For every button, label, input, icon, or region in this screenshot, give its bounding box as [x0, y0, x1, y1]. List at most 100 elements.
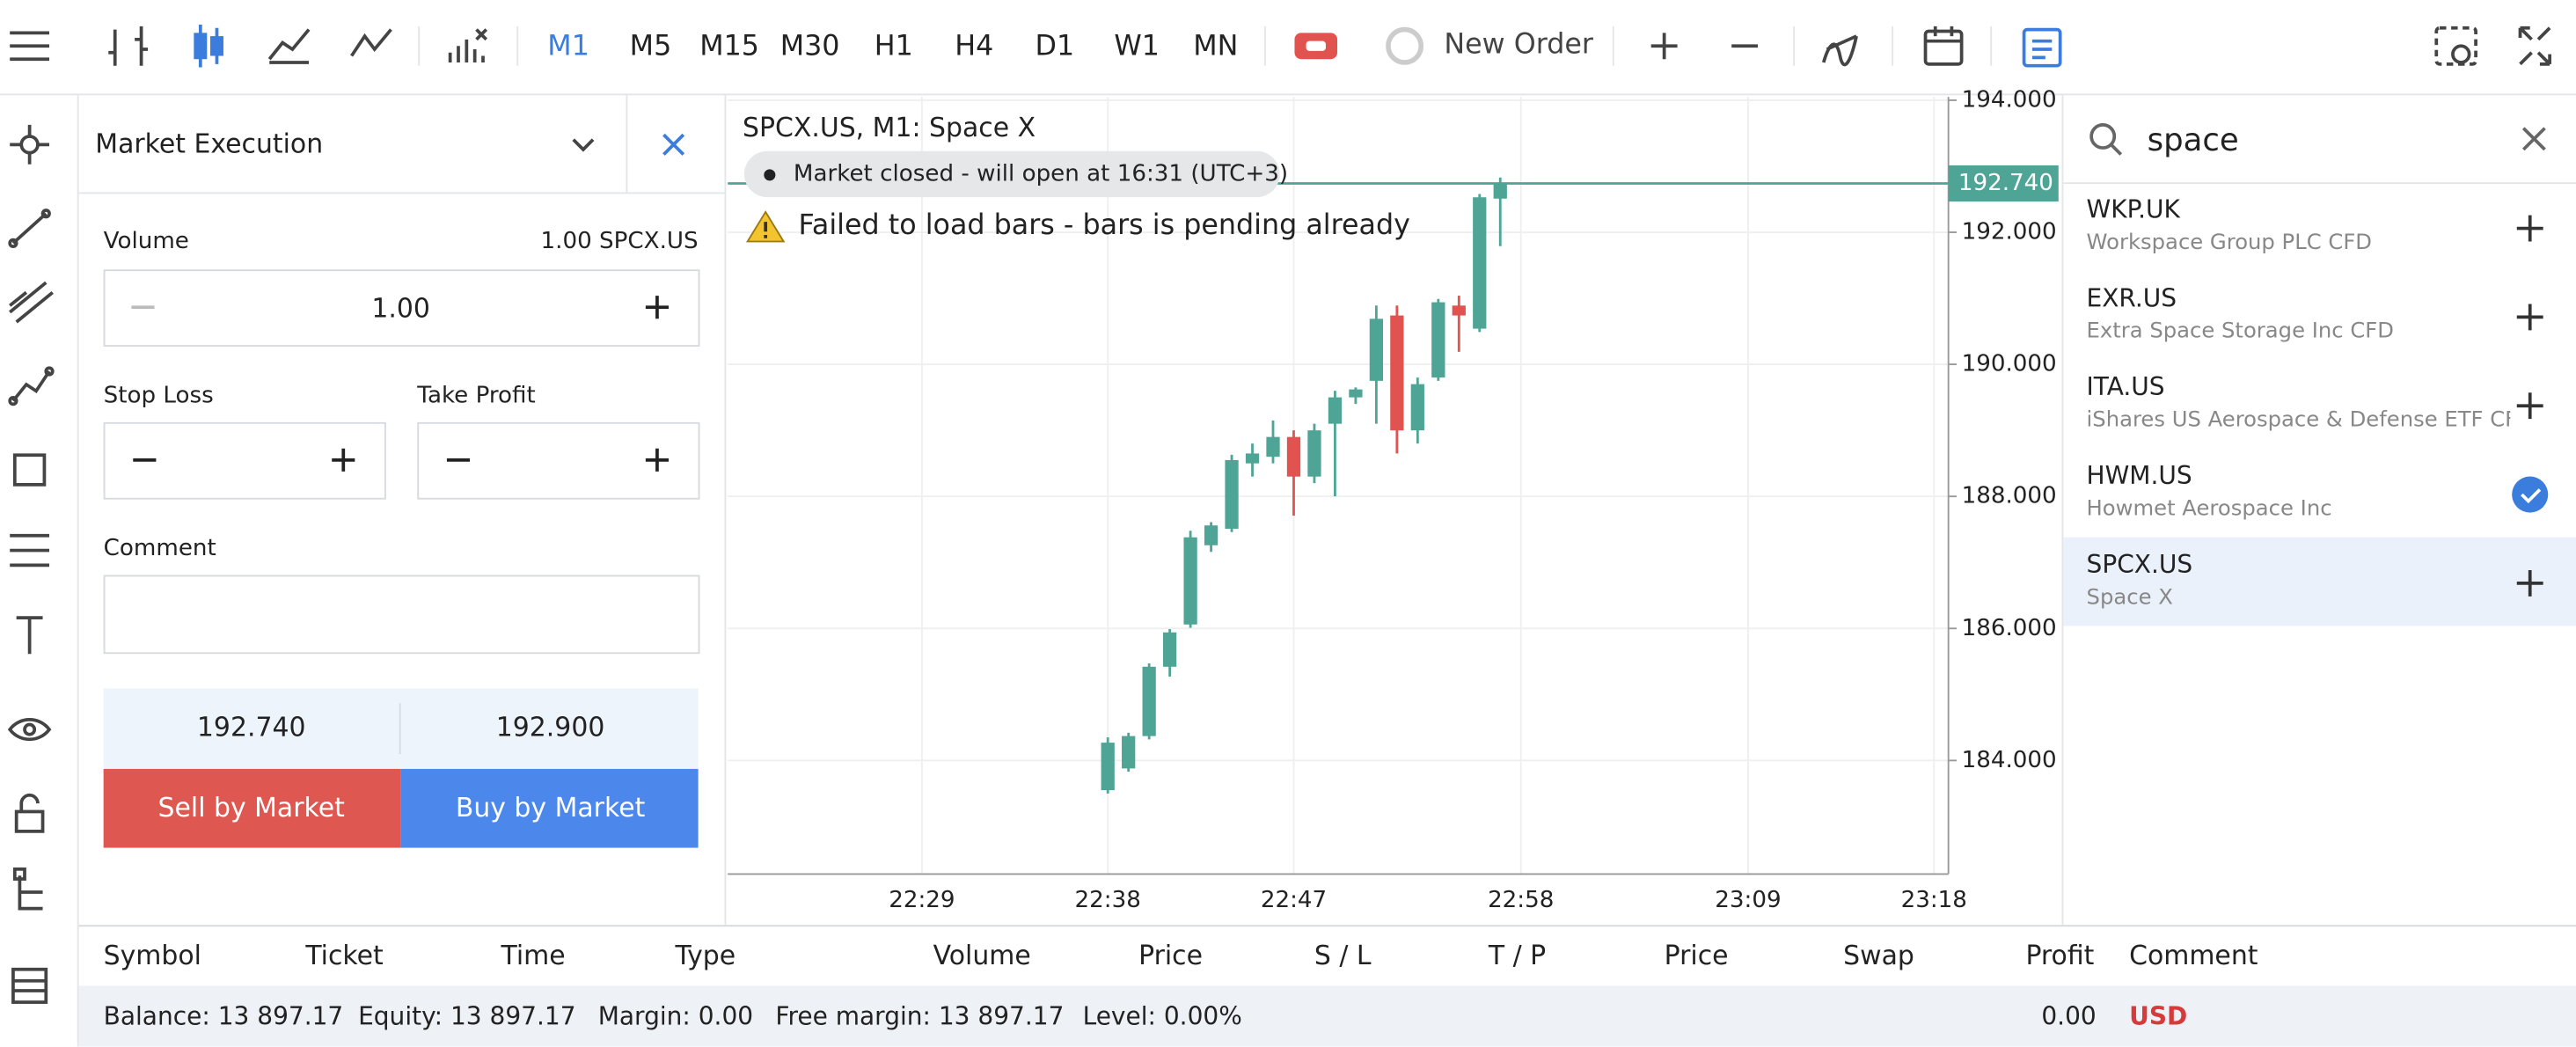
column-header[interactable]: Swap [1843, 940, 1914, 971]
watchlist-icons [2089, 123, 2549, 597]
new-order-button[interactable]: New Order [1444, 28, 1593, 62]
execution-select[interactable]: Market Execution [95, 128, 324, 160]
timeframe[interactable]: H1 [874, 30, 913, 63]
column-header[interactable]: Volume [933, 940, 1031, 971]
timeframe[interactable]: M30 [779, 30, 840, 63]
column-header[interactable]: T / P [1488, 940, 1547, 971]
y-tick-label: 190.000 [1962, 351, 2057, 377]
take-profit-input[interactable] [417, 421, 700, 500]
timeframe[interactable]: H4 [955, 30, 994, 63]
total-profit: 0.00 [2041, 1001, 2097, 1031]
side-toolbar [0, 95, 79, 1047]
candle-body [1142, 666, 1156, 736]
toolbar [0, 0, 2576, 96]
candle-body [1162, 632, 1177, 667]
symbol-description: Workspace Group PLC CFD [2086, 231, 2373, 256]
x-tick-label: 22:58 [1488, 887, 1554, 913]
candle-body [1225, 459, 1239, 529]
currency: USD [2129, 1001, 2188, 1031]
candle-body [1286, 436, 1301, 477]
divider [626, 95, 628, 193]
divider [2063, 182, 2576, 185]
stop-loss-input[interactable] [103, 421, 386, 500]
margin: Margin: 0.00 [597, 1001, 754, 1031]
y-tick-label: 192.000 [1962, 219, 2057, 245]
volume-input[interactable] [103, 269, 700, 348]
timeframe[interactable]: MN [1193, 30, 1239, 63]
column-header[interactable]: Time [501, 940, 566, 971]
volume-value: 1.00 [371, 292, 430, 324]
market-status-pill [743, 150, 1280, 198]
symbol[interactable]: HWM.US [2086, 460, 2192, 491]
buy-button[interactable] [400, 768, 699, 848]
candle-body [1349, 389, 1363, 398]
panel-icons [572, 133, 685, 156]
column-header[interactable]: Price [1664, 940, 1729, 971]
x-tick-label: 23:18 [1901, 887, 1967, 913]
timeframe[interactable]: M15 [699, 30, 760, 63]
candle-body [1122, 736, 1136, 769]
sell-button[interactable] [103, 768, 401, 848]
candle-body [1473, 197, 1487, 329]
column-header[interactable]: S / L [1314, 940, 1372, 971]
balance-row [78, 985, 2576, 1047]
candle-body [1183, 537, 1197, 625]
chart-title: SPCX.US, M1: Space X [743, 111, 1036, 143]
column-header[interactable]: Price [1138, 940, 1203, 971]
timeframe[interactable]: W1 [1114, 30, 1160, 63]
x-tick-label: 22:47 [1261, 887, 1327, 913]
y-tick-label: 184.000 [1962, 747, 2057, 773]
timeframe[interactable]: M5 [629, 30, 672, 63]
divider [399, 703, 401, 755]
column-header[interactable]: Symbol [103, 940, 201, 971]
comment-input[interactable] [103, 575, 700, 655]
warning-icon [745, 210, 786, 243]
candle-body [1204, 525, 1218, 545]
column-header[interactable]: Ticket [305, 940, 384, 971]
symbol[interactable]: EXR.US [2086, 283, 2177, 313]
divider [78, 925, 2576, 927]
candle-body [1245, 453, 1260, 464]
x-tick-label: 22:38 [1075, 887, 1141, 913]
symbol[interactable]: ITA.US [2086, 371, 2165, 402]
x-tick-label: 23:09 [1715, 887, 1781, 913]
stepper-icons [131, 296, 670, 472]
timeframe[interactable]: D1 [1035, 30, 1075, 63]
market-status: Market closed - will open at 16:31 (UTC+… [793, 161, 1289, 187]
order-panel [79, 95, 727, 926]
bid-price: 192.740 [196, 711, 306, 743]
symbol-description: Howmet Aerospace Inc [2086, 496, 2332, 522]
ask-price: 192.900 [495, 711, 605, 743]
symbol[interactable]: SPCX.US [2086, 549, 2193, 580]
column-header[interactable]: Type [675, 940, 736, 971]
sell-label: Sell by Market [157, 792, 345, 824]
candle-body [1431, 302, 1445, 378]
symbol[interactable]: WKP.UK [2086, 194, 2180, 224]
candle-body [1266, 436, 1280, 458]
volume-label: Volume [103, 228, 189, 255]
candle-body [1410, 384, 1424, 431]
status-dot [764, 169, 776, 181]
error-message: Failed to load bars - bars is pending al… [798, 209, 1410, 243]
margin-level: Level: 0.00% [1082, 1001, 1242, 1031]
watchlist [2061, 95, 2576, 926]
column-header[interactable]: Profit [2025, 940, 2095, 971]
take-profit-label: Take Profit [417, 383, 536, 409]
timeframe[interactable]: M1 [547, 30, 589, 63]
candle-body [1307, 430, 1321, 477]
side-icons [7, 124, 55, 1004]
candle-body [1493, 184, 1507, 199]
candle-body [1101, 743, 1115, 791]
column-header[interactable]: Comment [2129, 940, 2258, 971]
price-label: 192.740 [1958, 170, 2053, 196]
equity: Equity: 13 897.17 [358, 1001, 576, 1031]
symbol-description: Extra Space Storage Inc CFD [2086, 319, 2394, 345]
chart: 22:29 22:38 22:47 22:58 23:09 23:18 184.000 186… [728, 86, 2059, 913]
volume-info: 1.00 SPCX.US [540, 228, 699, 255]
divider [78, 192, 725, 194]
x-tick-label: 22:29 [889, 887, 955, 913]
buy-label: Buy by Market [455, 792, 646, 824]
price-label-box [1948, 165, 2059, 202]
search-input[interactable]: space [2147, 122, 2239, 159]
